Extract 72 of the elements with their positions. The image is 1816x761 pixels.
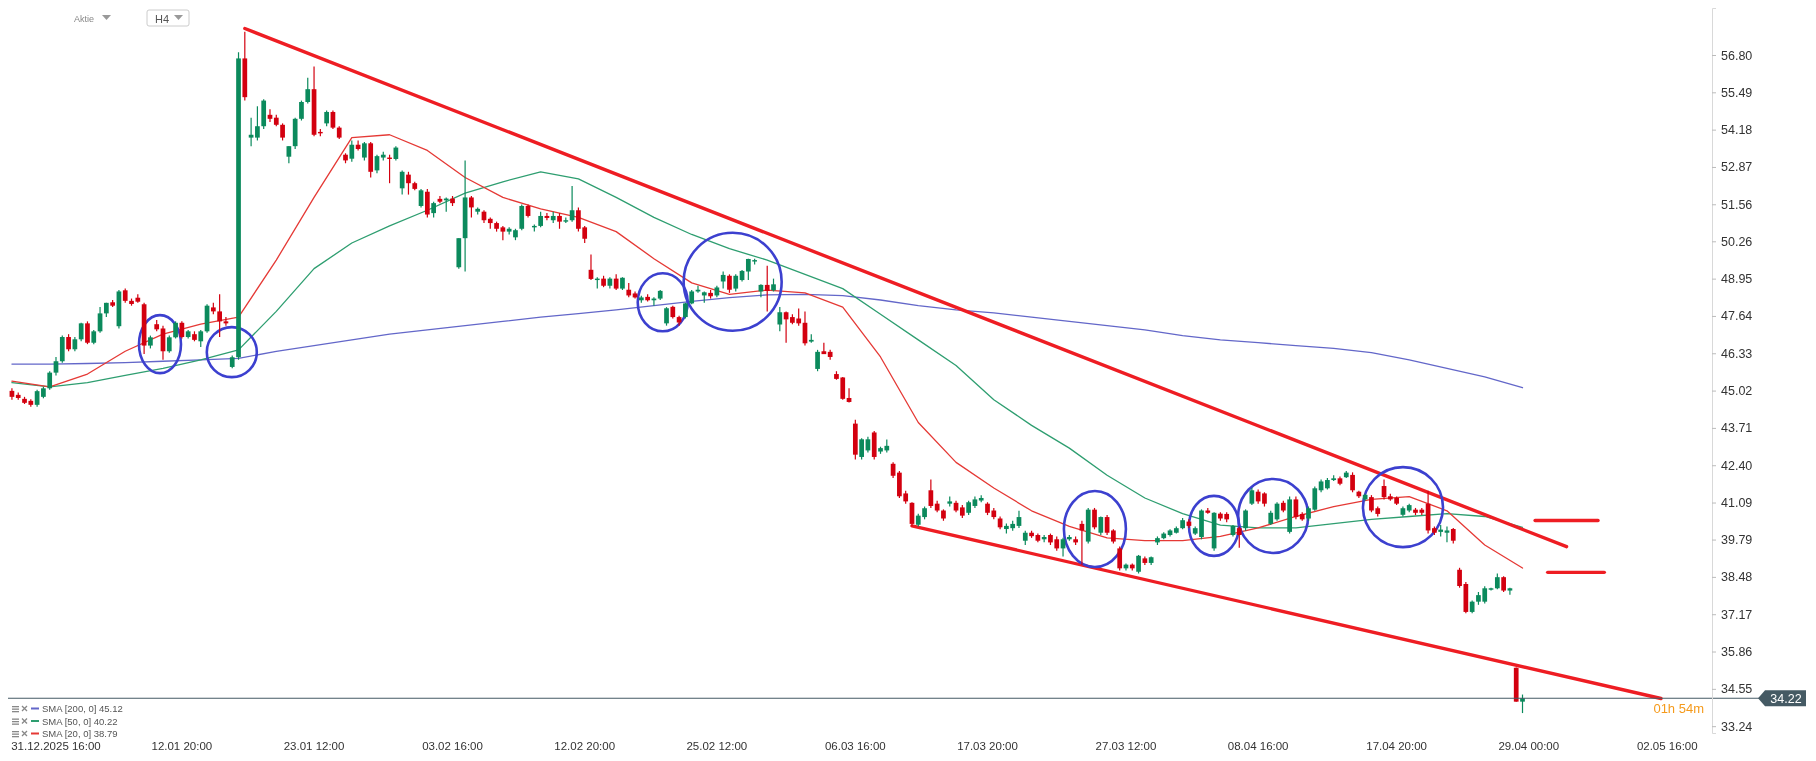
candlestick bbox=[1243, 508, 1248, 532]
candlestick bbox=[1236, 525, 1242, 549]
annotation: Aktie bbox=[74, 14, 95, 24]
x-tick-label: 23.01 12:00 bbox=[283, 740, 345, 752]
candlestick bbox=[664, 306, 669, 327]
legend-label: SMA [20, 0] 38.79 bbox=[42, 728, 118, 739]
y-tick-label: 38.48 bbox=[1721, 570, 1753, 585]
y-tick-label: 55.49 bbox=[1721, 85, 1753, 100]
candlestick bbox=[406, 171, 411, 196]
legend-label: SMA [50, 0] 40.22 bbox=[42, 715, 118, 727]
y-tick-label: 34.55 bbox=[1721, 682, 1753, 697]
y-tick-label: 42.40 bbox=[1721, 458, 1753, 473]
y-tick-label: 43.71 bbox=[1721, 421, 1753, 436]
y-tick-label: 54.18 bbox=[1721, 123, 1753, 138]
candlestick bbox=[727, 273, 732, 294]
y-tick-label: 41.09 bbox=[1721, 496, 1753, 511]
x-tick-label: 02.05 16:00 bbox=[1636, 740, 1698, 752]
x-tick-label: 31.12.2025 16:00 bbox=[11, 740, 101, 752]
y-tick-label: 33.24 bbox=[1721, 719, 1753, 734]
line-series bbox=[11, 134, 1524, 569]
line-series bbox=[11, 171, 1524, 529]
candlestick bbox=[1136, 554, 1141, 575]
y-tick-label: 56.80 bbox=[1721, 48, 1753, 63]
candlestick bbox=[255, 105, 260, 142]
x-tick-label: 17.03 20:00 bbox=[957, 740, 1018, 752]
candlestick bbox=[821, 342, 827, 355]
x-tick-label: 08.04 16:00 bbox=[1227, 740, 1289, 752]
candlestick bbox=[1117, 545, 1123, 572]
line-series bbox=[11, 293, 1524, 389]
y-tick-label: 47.64 bbox=[1721, 309, 1753, 324]
x-tick-label: 25.02 12:00 bbox=[686, 740, 748, 752]
candlestick bbox=[500, 225, 506, 241]
annotation: H4 bbox=[155, 12, 170, 25]
y-tick-label: 48.95 bbox=[1721, 272, 1753, 287]
ref-line-label: 34.22 bbox=[1770, 691, 1802, 706]
candlestick bbox=[777, 306, 783, 332]
x-tick-label: 29.04 00:00 bbox=[1498, 740, 1560, 752]
y-tick-label: 46.33 bbox=[1721, 346, 1753, 361]
candlestick bbox=[85, 320, 90, 345]
candlestick bbox=[859, 437, 864, 461]
candlestick bbox=[519, 203, 525, 231]
y-tick-label: 51.56 bbox=[1721, 197, 1753, 212]
y-tick-label: 37.17 bbox=[1721, 607, 1753, 622]
y-tick-label: 45.02 bbox=[1721, 384, 1753, 399]
candlestick bbox=[1350, 471, 1355, 493]
candlestick bbox=[47, 370, 53, 391]
candlestick bbox=[424, 188, 430, 218]
y-tick-label: 50.26 bbox=[1721, 234, 1753, 249]
candlestick bbox=[764, 265, 770, 312]
x-tick-label: 17.04 20:00 bbox=[1366, 740, 1428, 752]
candlestick bbox=[217, 293, 222, 338]
candlestick bbox=[362, 141, 367, 162]
candlestick bbox=[399, 169, 405, 196]
y-tick-label: 35.86 bbox=[1721, 645, 1753, 660]
x-tick-label: 06.03 16:00 bbox=[824, 740, 886, 752]
candlestick bbox=[1092, 507, 1097, 530]
annotation: 01h 54m bbox=[1653, 701, 1704, 717]
x-tick-label: 12.01 20:00 bbox=[151, 740, 213, 752]
legend-label: SMA [200, 0] 45.12 bbox=[42, 703, 123, 714]
candlestick bbox=[815, 349, 820, 372]
candlestick bbox=[1444, 525, 1450, 543]
y-tick-label: 52.87 bbox=[1721, 160, 1753, 175]
candlestick bbox=[1098, 515, 1104, 536]
candlestick bbox=[305, 77, 311, 105]
candlestick bbox=[299, 99, 304, 122]
candlestick bbox=[248, 117, 254, 147]
candlestick bbox=[349, 139, 355, 163]
x-tick-label: 12.02 20:00 bbox=[554, 740, 616, 752]
y-tick-label: 39.79 bbox=[1721, 533, 1753, 548]
x-tick-label: 03.02 16:00 bbox=[422, 740, 483, 752]
candlestick bbox=[469, 195, 474, 218]
x-tick-label: 27.03 12:00 bbox=[1095, 740, 1157, 752]
